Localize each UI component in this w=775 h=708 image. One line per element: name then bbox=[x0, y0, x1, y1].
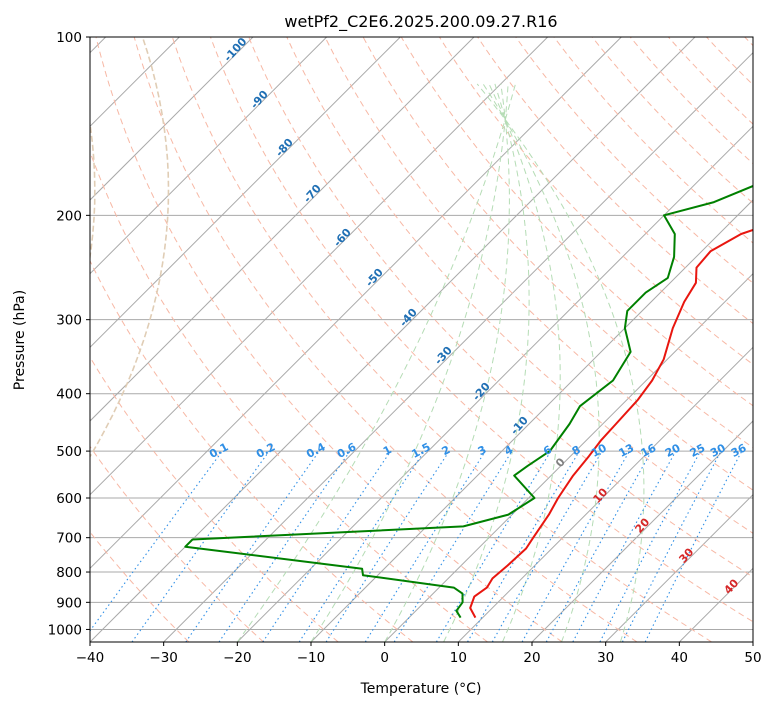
dry-adiabat-line bbox=[629, 37, 753, 165]
moist-adiabat-line bbox=[482, 83, 600, 642]
isotherm-line bbox=[531, 420, 753, 642]
dry-adiabat-line bbox=[591, 37, 753, 204]
temperature-line bbox=[469, 228, 753, 619]
y-tick-label: 400 bbox=[56, 387, 82, 403]
dry-adiabat-line bbox=[90, 445, 264, 642]
dry-adiabat-line bbox=[515, 37, 753, 284]
series-layer bbox=[184, 184, 753, 619]
x-tick-label: 40 bbox=[671, 650, 688, 666]
isotherm-line bbox=[90, 37, 475, 422]
moist-adiabat-line bbox=[310, 83, 509, 642]
dry-adiabat-line bbox=[477, 37, 753, 325]
isotherm-line bbox=[236, 125, 753, 642]
mixing-ratio-label: 36 bbox=[729, 441, 749, 460]
mixing-ratio-line bbox=[90, 450, 223, 632]
dry-adiabat-line bbox=[171, 37, 712, 642]
x-tick-label: −20 bbox=[223, 650, 252, 666]
x-tick-label: −10 bbox=[297, 650, 326, 666]
y-tick-label: 100 bbox=[56, 30, 82, 46]
y-tick-label: 200 bbox=[56, 208, 82, 224]
y-tick-label: 300 bbox=[56, 313, 82, 329]
isotherm-line bbox=[90, 37, 401, 349]
mixing-ratio-label: 16 bbox=[639, 441, 659, 460]
mixing-ratio-line bbox=[435, 450, 552, 642]
mixing-ratio-line bbox=[572, 450, 677, 642]
mixing-ratio-label: 30 bbox=[708, 441, 728, 460]
x-tick-label: 50 bbox=[744, 650, 761, 666]
x-tick-label: 30 bbox=[597, 650, 614, 666]
dry-adiabat-line bbox=[362, 37, 753, 449]
dry-adiabat-line bbox=[133, 37, 638, 642]
mixing-ratio-line bbox=[393, 450, 513, 642]
isotherm-line bbox=[605, 493, 753, 642]
mixing-ratio-label: 13 bbox=[617, 441, 637, 460]
plot-frame bbox=[89, 36, 754, 643]
x-tick-label: 0 bbox=[380, 650, 389, 666]
mixing-ratio-label: 25 bbox=[688, 441, 708, 460]
mixing-ratio-line bbox=[364, 450, 486, 642]
dry-adiabat-line bbox=[95, 37, 563, 642]
y-tick-label: 600 bbox=[56, 491, 82, 507]
moist-adiabat-line bbox=[236, 83, 516, 642]
x-tick-label: −40 bbox=[76, 650, 105, 666]
isotherm-line bbox=[384, 272, 753, 642]
mixing-ratio-line bbox=[298, 450, 425, 642]
mixing-ratio-line bbox=[545, 450, 653, 642]
mixing-ratio-line bbox=[467, 450, 580, 642]
y-tick-label: 700 bbox=[56, 531, 82, 547]
moist-adiabat-line bbox=[384, 83, 510, 642]
x-tick-label: −30 bbox=[149, 650, 178, 666]
dry-adiabat-line bbox=[90, 259, 414, 642]
x-axis-label: Temperature (°C) bbox=[360, 681, 482, 697]
isotherm-line bbox=[457, 346, 753, 642]
dry-adiabat-line bbox=[210, 37, 753, 623]
mixing-ratio-line bbox=[521, 450, 630, 642]
moist-adiabat-line bbox=[443, 83, 530, 642]
chart-title: wetPf2_C2E6.2025.200.09.27.R16 bbox=[284, 12, 557, 32]
x-tick-label: 10 bbox=[450, 650, 467, 666]
isotherm-line bbox=[752, 641, 753, 642]
y-axis-ticks: 100 200 300 400 500 600 700 800 900 1000 bbox=[48, 30, 90, 638]
mixing-ratio-line bbox=[325, 450, 450, 642]
isotherm-line bbox=[163, 51, 753, 642]
mixing-ratio-line bbox=[131, 450, 270, 642]
guide-curve-line bbox=[90, 37, 170, 459]
mixing-ratio-line bbox=[185, 450, 320, 642]
guide-curve-line bbox=[90, 119, 96, 262]
moist-adiabat-line bbox=[476, 83, 645, 642]
dry-adiabat-line bbox=[248, 37, 753, 578]
y-tick-label: 900 bbox=[56, 595, 82, 611]
isotherm-line bbox=[90, 37, 622, 570]
plot-background bbox=[90, 37, 753, 642]
x-tick-label: 20 bbox=[523, 650, 540, 666]
isotherm-line bbox=[90, 37, 254, 201]
mixing-ratio-line bbox=[491, 450, 603, 642]
background-lines bbox=[90, 37, 753, 642]
dewpoint-line bbox=[184, 184, 753, 619]
y-axis-label: Pressure (hPa) bbox=[12, 290, 28, 390]
mixing-ratio-label: 20 bbox=[663, 441, 683, 460]
isotherm-line bbox=[90, 37, 328, 275]
y-tick-label: 500 bbox=[56, 444, 82, 460]
dry-adiabat-line bbox=[400, 37, 753, 407]
mixing-ratio-label: 10 bbox=[589, 441, 609, 460]
y-tick-label: 1000 bbox=[48, 622, 82, 638]
x-axis-ticks: −40 −30 −20 −10 0 10 20 30 40 50 bbox=[76, 642, 762, 666]
isotherm-line bbox=[90, 37, 549, 496]
dry-adiabat-line bbox=[324, 37, 753, 491]
y-tick-label: 800 bbox=[56, 565, 82, 581]
